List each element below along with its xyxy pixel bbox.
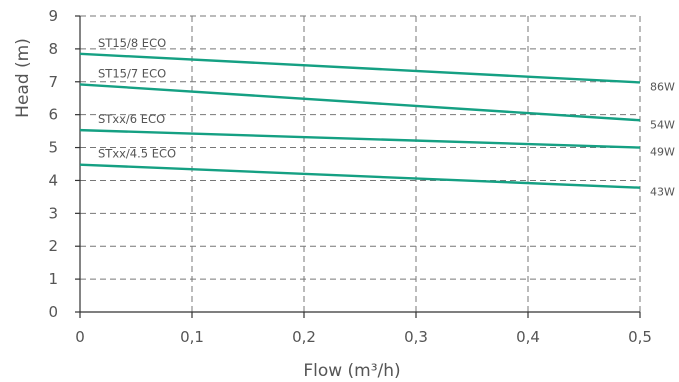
series-power-label: 54W (650, 118, 675, 131)
x-tick-label: 0,2 (292, 328, 316, 346)
y-tick-label: 3 (48, 204, 58, 222)
series-line (79, 52, 641, 84)
x-tick-label: 0 (75, 328, 85, 346)
x-tick-label: 0,1 (180, 328, 204, 346)
y-tick-label: 0 (48, 303, 58, 321)
y-tick-label: 4 (48, 171, 58, 189)
y-tick-label: 8 (48, 40, 58, 58)
series: ST15/8 ECO 86W ST15/7 ECO 54W STxx/6 ECO 49W S… (79, 36, 675, 199)
series-power-label: 86W (650, 80, 675, 93)
y-tick-label: 9 (48, 7, 58, 25)
axes (79, 16, 640, 313)
x-ticks: 0 0,1 0,2 0,3 0,4 0,5 (75, 312, 652, 346)
series-power-label: 49W (650, 146, 675, 159)
series-line (79, 128, 641, 149)
y-ticks: 0 1 2 3 4 5 6 7 8 9 (48, 7, 80, 321)
series-name-label: STxx/6 ECO (98, 112, 165, 126)
y-tick-label: 1 (48, 270, 58, 288)
y-tick-label: 5 (48, 139, 58, 157)
series-power-label: 43W (650, 186, 675, 199)
series-name-label: ST15/7 ECO (98, 66, 166, 80)
y-tick-label: 7 (48, 73, 58, 91)
series-line (79, 83, 641, 122)
y-axis-title: Head (m) (13, 38, 33, 118)
y-tick-label: 6 (48, 106, 58, 124)
x-axis-title: Flow (m³/h) (303, 361, 400, 381)
series-name-label: STxx/4.5 ECO (98, 147, 176, 161)
series-line (79, 163, 641, 189)
x-tick-label: 0,3 (404, 328, 428, 346)
grid (80, 15, 641, 312)
x-tick-label: 0,4 (516, 328, 540, 346)
y-tick-label: 2 (48, 237, 58, 255)
x-tick-label: 0,5 (628, 328, 652, 346)
series-name-label: ST15/8 ECO (98, 36, 166, 50)
